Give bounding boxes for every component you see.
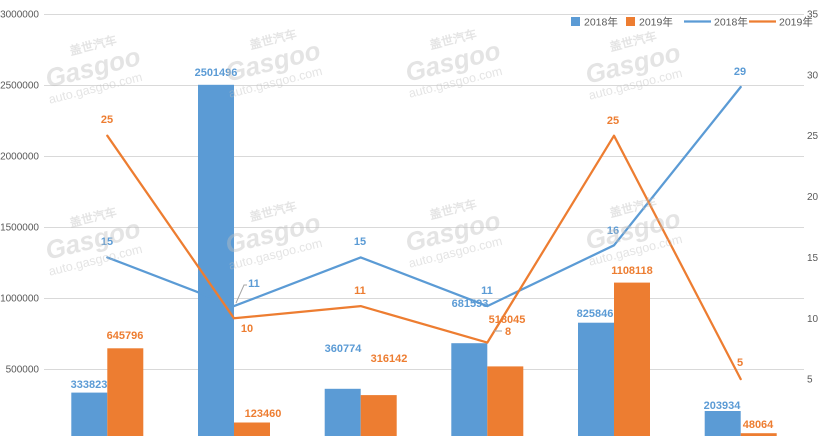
line-data-label-series-2-item-5: 29 (734, 66, 746, 78)
bar-data-label-series-1-item-5: 48064 (743, 419, 774, 431)
line-data-label-series-3-item-3: 8 (505, 326, 511, 338)
line-series-3 (106, 134, 742, 381)
bar-series-1-item-1 (234, 422, 270, 436)
legend-label-2019-bar: 2019年 (639, 16, 673, 29)
line-data-label-series-3-item-5: 5 (737, 357, 743, 369)
right-axis-tick-label: 10 (807, 314, 819, 325)
leader-line (235, 284, 247, 304)
line-series-2 (106, 85, 742, 308)
right-axis-tick-label: 15 (807, 253, 819, 264)
legend-label-2018-line: 2018年 (714, 16, 748, 29)
line-data-label-series-2-item-0: 15 (101, 236, 113, 248)
bar-series-1-item-4 (614, 282, 650, 436)
left-axis-tick-label: 2500000 (0, 81, 39, 92)
legend-label-2019-line: 2019年 (779, 16, 813, 29)
line-data-label-series-2-item-1: 11 (248, 278, 260, 290)
left-axis-tick-label: 3000000 (0, 10, 39, 21)
line-data-label-series-2-item-3: 11 (481, 285, 493, 297)
bar-data-label-series-0-item-3: 681593 (452, 298, 489, 310)
line-data-label-series-2-item-2: 15 (354, 236, 366, 248)
left-axis-tick-label: 2000000 (0, 152, 39, 163)
bar-series-0-item-0 (71, 392, 108, 436)
bar-data-label-series-1-item-4: 1108118 (611, 265, 653, 277)
line-data-label-series-3-item-0: 25 (101, 114, 113, 126)
bar-data-label-series-1-item-2: 316142 (371, 353, 408, 365)
left-axis-tick-label: 1500000 (0, 223, 39, 234)
right-axis-tick-label: 35 (807, 10, 819, 21)
right-axis-tick-label: 25 (807, 131, 819, 142)
data-labels: 333823 2501496 360774 681593 825846 203934 645… (71, 66, 775, 431)
right-axis: 5 10 15 20 25 30 35 (807, 10, 819, 386)
bar-data-label-series-0-item-5: 203934 (704, 400, 742, 412)
right-axis-tick-label: 30 (807, 70, 819, 81)
bar-series-1-item-5 (740, 433, 777, 436)
legend-swatch-2019-bar (626, 17, 635, 26)
bar-series-0-item-4 (578, 322, 614, 436)
left-axis-tick-label: 500000 (6, 365, 40, 376)
bar-series-1-item-3 (487, 366, 524, 436)
legend: 2018年 2019年 2018年 2019年 (571, 16, 813, 29)
bar-series-0-item-1 (198, 84, 234, 436)
bar-data-label-series-1-item-1: 123460 (245, 408, 282, 420)
bar-data-label-series-0-item-1: 2501496 (195, 67, 238, 79)
left-axis: 500000 1000000 1500000 2000000 2500000 300000… (0, 10, 39, 376)
legend-swatch-2018-bar (571, 17, 580, 26)
bar-series (71, 84, 777, 436)
left-axis-tick-label: 1000000 (0, 294, 39, 305)
bar-data-label-series-1-item-0: 645796 (107, 330, 144, 342)
bar-data-label-series-0-item-4: 825846 (577, 308, 614, 320)
line-data-label-series-2-item-4: 16 (607, 225, 619, 237)
right-axis-tick-label: 20 (807, 192, 819, 203)
bar-data-label-series-0-item-2: 360774 (325, 343, 363, 355)
bar-series-0-item-2 (324, 388, 361, 436)
bar-series-0-item-5 (704, 411, 741, 436)
line-data-label-series-3-item-1: 10 (241, 323, 253, 335)
legend-label-2018-bar: 2018年 (584, 16, 618, 29)
bar-data-label-series-0-item-0: 333823 (71, 379, 108, 391)
line-series (106, 85, 742, 381)
right-axis-tick-label: 5 (807, 375, 813, 386)
bar-series-1-item-0 (107, 348, 144, 436)
label-leader-lines (235, 284, 502, 332)
line-data-label-series-3-item-2: 11 (354, 285, 366, 297)
bar-series-1-item-2 (360, 395, 397, 436)
bar-series-0-item-3 (451, 343, 488, 436)
bar-data-label-series-1-item-3: 518045 (489, 314, 526, 326)
line-data-label-series-3-item-4: 25 (607, 115, 619, 127)
